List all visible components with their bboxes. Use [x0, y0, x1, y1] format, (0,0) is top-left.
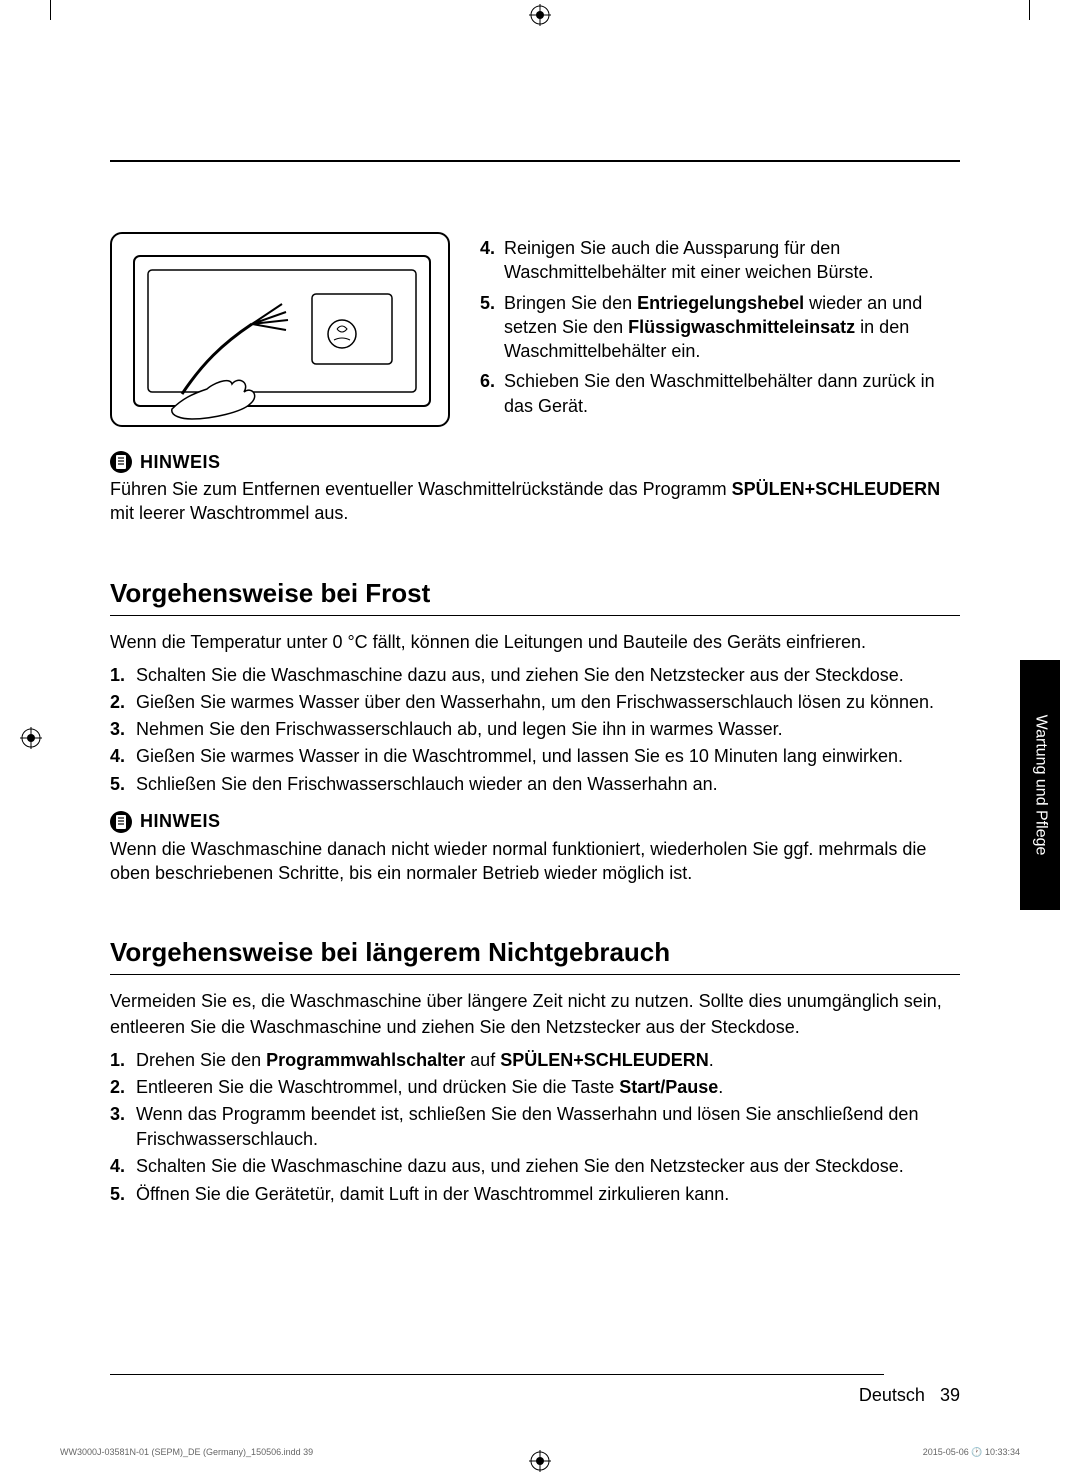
step-text: Entleeren Sie die Waschtrommel, und drüc… — [136, 1075, 960, 1100]
note-label: HINWEIS — [140, 452, 221, 473]
step-number: 1. — [110, 663, 136, 688]
footer-language: Deutsch — [859, 1385, 925, 1405]
section-rule — [110, 615, 960, 616]
step-number: 2. — [110, 1075, 136, 1100]
step-text: Öffnen Sie die Gerätetür, damit Luft in … — [136, 1182, 960, 1207]
step-text: Nehmen Sie den Frischwasserschlauch ab, … — [136, 717, 960, 742]
section-title: Vorgehensweise bei Frost — [110, 578, 960, 609]
crop-mark — [1029, 0, 1030, 20]
step-text: Bringen Sie den Entriegelungshebel wiede… — [504, 291, 960, 364]
footer-page-number: 39 — [940, 1385, 960, 1405]
list-item: 6.Schieben Sie den Waschmittelbehälter d… — [480, 369, 960, 418]
step-number: 2. — [110, 690, 136, 715]
registration-mark-icon — [20, 727, 42, 749]
note-icon — [110, 451, 132, 473]
list-item: 2.Gießen Sie warmes Wasser über den Wass… — [110, 690, 960, 715]
step-text: Gießen Sie warmes Wasser in die Waschtro… — [136, 744, 960, 769]
step-number: 4. — [480, 236, 504, 285]
note-text: Führen Sie zum Entfernen eventueller Was… — [110, 477, 960, 526]
step-text: Drehen Sie den Programmwahlschalter auf … — [136, 1048, 960, 1073]
step-text: Schließen Sie den Frischwasserschlauch w… — [136, 772, 960, 797]
step-text: Wenn das Programm beendet ist, schließen… — [136, 1102, 960, 1152]
step-number: 3. — [110, 1102, 136, 1152]
step-text: Schieben Sie den Waschmittelbehälter dan… — [504, 369, 960, 418]
section-intro: Vermeiden Sie es, die Waschmaschine über… — [110, 989, 960, 1039]
print-file: WW3000J-03581N-01 (SEPM)_DE (Germany)_15… — [60, 1447, 313, 1458]
step-text: Schalten Sie die Waschmaschine dazu aus,… — [136, 663, 960, 688]
header-rule — [110, 160, 960, 162]
list-item: 5.Bringen Sie den Entriegelungshebel wie… — [480, 291, 960, 364]
list-item: 3.Wenn das Programm beendet ist, schließ… — [110, 1102, 960, 1152]
step-number: 5. — [480, 291, 504, 364]
step-number: 1. — [110, 1048, 136, 1073]
list-item: 4.Reinigen Sie auch die Aussparung für d… — [480, 236, 960, 285]
print-timestamp: 2015-05-06 🕐 10:33:34 — [923, 1447, 1020, 1458]
steps-list-top: 4.Reinigen Sie auch die Aussparung für d… — [480, 232, 960, 427]
section-frost: Vorgehensweise bei Frost Wenn die Temper… — [110, 578, 960, 886]
steps-list: 1.Schalten Sie die Waschmaschine dazu au… — [110, 663, 960, 797]
registration-mark-icon — [529, 4, 551, 26]
step-text: Gießen Sie warmes Wasser über den Wasser… — [136, 690, 960, 715]
list-item: 5.Öffnen Sie die Gerätetür, damit Luft i… — [110, 1182, 960, 1207]
list-item: 1.Drehen Sie den Programmwahlschalter au… — [110, 1048, 960, 1073]
list-item: 5.Schließen Sie den Frischwasserschlauch… — [110, 772, 960, 797]
list-item: 4.Gießen Sie warmes Wasser in die Wascht… — [110, 744, 960, 769]
step-number: 5. — [110, 1182, 136, 1207]
chapter-tab-label: Wartung und Pflege — [1031, 715, 1049, 856]
crop-mark — [50, 0, 51, 20]
section-title: Vorgehensweise bei längerem Nichtgebrauc… — [110, 937, 960, 968]
chapter-tab: Wartung und Pflege — [1020, 660, 1060, 910]
section-nonuse: Vorgehensweise bei längerem Nichtgebrauc… — [110, 937, 960, 1207]
list-item: 2.Entleeren Sie die Waschtrommel, und dr… — [110, 1075, 960, 1100]
step-number: 3. — [110, 717, 136, 742]
list-item: 3.Nehmen Sie den Frischwasserschlauch ab… — [110, 717, 960, 742]
step-number: 4. — [110, 1154, 136, 1179]
page-content: 4.Reinigen Sie auch die Aussparung für d… — [110, 70, 960, 1406]
step-number: 5. — [110, 772, 136, 797]
footer-rule — [110, 1374, 884, 1375]
list-item: 1.Schalten Sie die Waschmaschine dazu au… — [110, 663, 960, 688]
note-text: Wenn die Waschmaschine danach nicht wied… — [110, 837, 960, 886]
step-text: Schalten Sie die Waschmaschine dazu aus,… — [136, 1154, 960, 1179]
note-label: HINWEIS — [140, 811, 221, 832]
steps-list: 1.Drehen Sie den Programmwahlschalter au… — [110, 1048, 960, 1207]
drawer-illustration — [110, 232, 450, 427]
list-item: 4.Schalten Sie die Waschmaschine dazu au… — [110, 1154, 960, 1179]
section-intro: Wenn die Temperatur unter 0 °C fällt, kö… — [110, 630, 960, 655]
step-text: Reinigen Sie auch die Aussparung für den… — [504, 236, 960, 285]
page-footer: Deutsch 39 — [110, 1374, 960, 1406]
section-rule — [110, 974, 960, 975]
step-number: 4. — [110, 744, 136, 769]
print-metadata: WW3000J-03581N-01 (SEPM)_DE (Germany)_15… — [60, 1447, 1020, 1458]
step-number: 6. — [480, 369, 504, 418]
note-icon — [110, 811, 132, 833]
